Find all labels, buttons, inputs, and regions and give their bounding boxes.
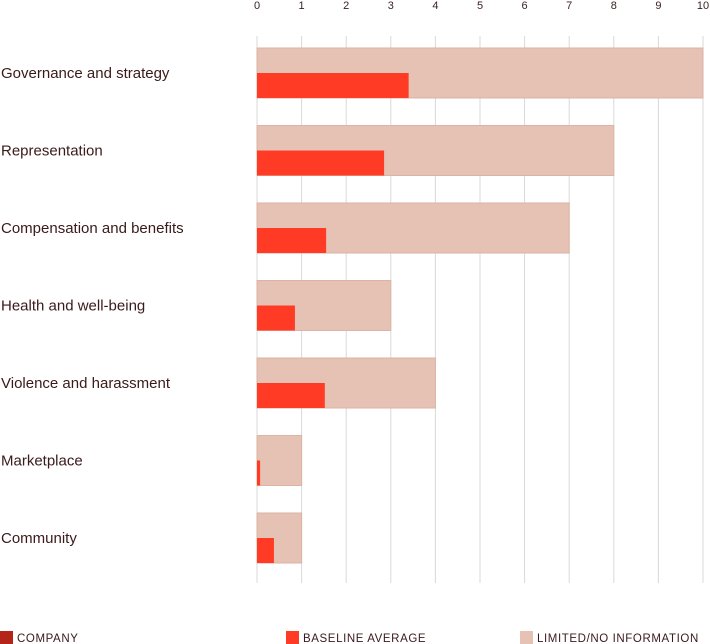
legend-swatch (520, 631, 533, 644)
legend-swatch (286, 631, 299, 644)
bar-baseline-average (257, 460, 261, 486)
bar-limited-information (256, 435, 303, 486)
x-tick-label: 0 (254, 0, 260, 12)
bar-baseline-average (257, 228, 327, 253)
x-tick-label: 10 (697, 0, 709, 12)
bar-baseline-average (257, 538, 274, 563)
bar-baseline-average (257, 150, 385, 176)
x-tick-label: 5 (477, 0, 483, 12)
x-tick-label: 9 (655, 0, 661, 12)
bar-baseline-average (257, 383, 325, 408)
legend-label: BASELINE AVERAGE (303, 633, 426, 644)
x-tick-label: 2 (343, 0, 349, 12)
category-label: Violence and harassment (1, 375, 171, 392)
x-tick-label: 3 (388, 0, 394, 12)
legend: COMPANY BASELINE AVERAGE LIMITED/NO INFORM… (0, 631, 699, 644)
legend-label: LIMITED/NO INFORMATION (537, 633, 699, 644)
x-tick-label: 8 (611, 0, 617, 12)
category-label: Community (1, 530, 77, 547)
legend-swatch (0, 631, 13, 644)
x-tick-label: 1 (299, 0, 305, 12)
legend-label: COMPANY (17, 633, 79, 644)
category-label: Marketplace (1, 453, 83, 470)
bar-baseline-average (257, 305, 295, 331)
category-labels: Governance and strategy Representation Com… (1, 65, 184, 547)
category-label: Representation (1, 143, 103, 160)
x-tick-label: 7 (566, 0, 572, 12)
bars (256, 47, 704, 564)
category-label: Health and well-being (1, 298, 145, 315)
bar-baseline-average (257, 73, 409, 98)
x-tick-label: 6 (522, 0, 528, 12)
category-label: Compensation and benefits (1, 220, 184, 237)
x-tick-label: 4 (432, 0, 438, 12)
x-axis-ticks: 0 1 2 3 4 5 6 7 8 9 10 (254, 0, 709, 12)
category-label: Governance and strategy (1, 65, 170, 82)
